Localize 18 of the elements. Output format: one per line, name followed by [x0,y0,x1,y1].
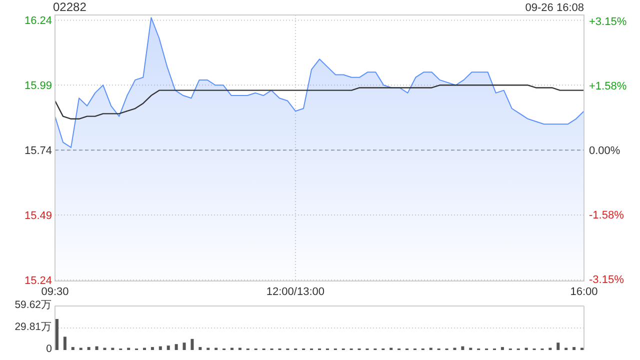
x-tick-label: 09:30 [41,286,69,298]
y-tick-label: 15.24 [24,274,52,287]
x-tick-label: 16:00 [570,286,598,298]
y-tick-label: 59.62万 [14,299,52,311]
y-tick-label: 16.24 [24,15,52,28]
y2-tick-label: +1.58% [589,80,627,92]
text: 09-26 16:08 [525,2,584,14]
chart-title: 02282 [53,0,87,14]
y-tick-label: 0 [46,343,52,355]
y2-tick-label: -1.58% [589,210,624,222]
y2-tick-label: -3.15% [589,274,624,286]
y-tick-label: 29.81万 [14,321,52,333]
y2-tick-label: 0.00% [589,145,620,158]
y2-tick-label: +3.15% [589,16,627,28]
y-tick-label: 15.49 [24,210,52,222]
x-tick-label: 12:00/13:00 [266,286,325,298]
y-tick-label: 15.99 [24,80,52,92]
y-tick-label: 15.74 [24,145,52,158]
